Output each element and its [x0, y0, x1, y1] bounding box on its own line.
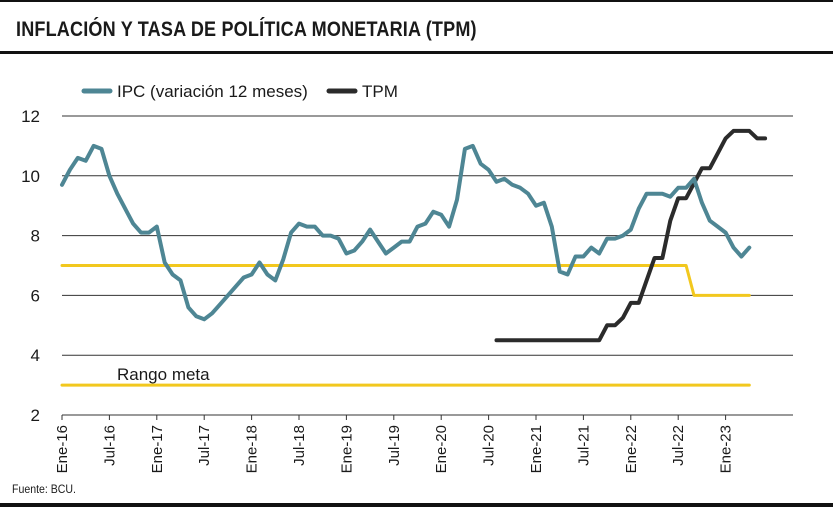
x-tick-label: Ene-21 — [528, 425, 545, 473]
series-target-upper-line — [60, 264, 751, 297]
x-tick-label: Jul-20 — [481, 425, 498, 466]
target-range-label: Rango meta — [117, 365, 210, 384]
bottom-rule — [0, 503, 833, 507]
x-tick-label: Ene-20 — [433, 425, 450, 473]
series-layer — [60, 128, 768, 387]
x-tick-label: Ene-19 — [338, 425, 355, 473]
x-tick-label: Ene-16 — [54, 425, 71, 473]
legend: IPC (variación 12 meses) TPM — [81, 82, 398, 101]
y-tick-label: 12 — [21, 107, 40, 126]
x-tick-label: Jul-17 — [196, 425, 213, 466]
legend-ipc-label: IPC (variación 12 meses) — [117, 82, 308, 101]
chart-title: INFLACIÓN Y TASA DE POLÍTICA MONETARIA (… — [16, 18, 477, 41]
legend-tpm-label: TPM — [362, 82, 398, 101]
y-tick-label: 2 — [31, 406, 40, 425]
x-tick-label: Ene-23 — [718, 425, 735, 473]
y-tick-label: 8 — [31, 227, 40, 246]
x-tick-label: Jul-19 — [386, 425, 403, 466]
source-note: Fuente: BCU. — [12, 482, 76, 496]
x-tick-label: Ene-17 — [149, 425, 166, 473]
x-tick-label: Jul-18 — [291, 425, 308, 466]
x-tick-label: Jul-21 — [575, 425, 592, 466]
y-tick-label: 10 — [21, 167, 40, 186]
series-tpm-line — [494, 128, 768, 343]
x-tick-label: Ene-22 — [623, 425, 640, 473]
x-tick-label: Ene-18 — [244, 425, 261, 473]
title-bar: INFLACIÓN Y TASA DE POLÍTICA MONETARIA (… — [0, 0, 833, 54]
x-tick-label: Jul-22 — [670, 425, 687, 466]
x-axis-ticks: Ene-16 Jul-16 Ene-17 Jul-17 Ene-18 Jul-18 Ene-… — [54, 415, 735, 473]
y-tick-label: 6 — [31, 286, 40, 305]
series-ipc-line — [60, 143, 752, 322]
y-tick-label: 4 — [31, 346, 40, 365]
y-axis-ticks: 2 4 6 8 10 12 — [21, 107, 40, 425]
x-tick-label: Jul-16 — [101, 425, 118, 466]
